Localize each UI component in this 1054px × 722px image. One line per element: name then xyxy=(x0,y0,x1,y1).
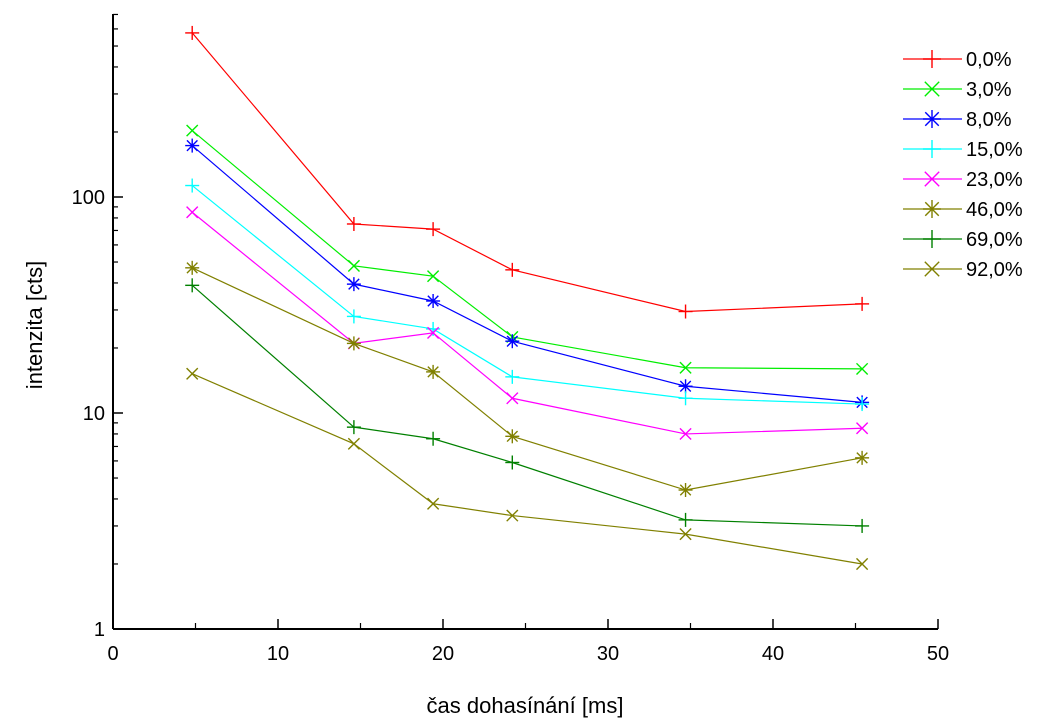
data-point xyxy=(426,294,441,309)
data-point xyxy=(427,326,440,339)
data-point xyxy=(186,124,199,137)
x-tick-label: 10 xyxy=(267,643,289,665)
data-point xyxy=(855,518,870,533)
legend-entry: 46,0% xyxy=(903,199,1023,221)
series-1 xyxy=(185,25,870,319)
data-point xyxy=(346,420,361,435)
data-point xyxy=(855,296,870,311)
data-point xyxy=(506,392,519,405)
series-8 xyxy=(186,367,869,571)
series-line xyxy=(191,145,863,403)
data-point xyxy=(185,25,200,40)
series-5 xyxy=(186,206,869,441)
data-point xyxy=(427,497,440,510)
legend-marker xyxy=(924,261,940,277)
legend-marker xyxy=(924,81,940,97)
data-point xyxy=(185,138,200,153)
legend-entry: 69,0% xyxy=(903,229,1023,251)
data-point xyxy=(505,334,520,349)
data-point xyxy=(855,397,870,412)
y-tick-label: 10 xyxy=(83,403,105,425)
data-point xyxy=(186,367,199,380)
data-point xyxy=(856,422,869,435)
data-point xyxy=(346,336,361,351)
data-point xyxy=(856,557,869,571)
data-point xyxy=(505,455,520,470)
x-tick-label: 50 xyxy=(927,643,949,665)
legend-label: 23,0% xyxy=(966,169,1023,191)
legend-label: 3,0% xyxy=(966,79,1012,101)
series-line xyxy=(191,211,863,435)
data-point xyxy=(856,362,869,376)
series-line xyxy=(191,32,863,313)
data-point xyxy=(186,206,199,219)
legend-entry: 0,0% xyxy=(903,49,1012,71)
data-point xyxy=(346,277,361,292)
data-point xyxy=(678,391,693,406)
series-line xyxy=(191,130,863,370)
series-line xyxy=(191,284,863,527)
data-point xyxy=(679,427,692,441)
data-point xyxy=(185,278,200,293)
legend-entry: 15,0% xyxy=(903,139,1023,161)
legend-marker xyxy=(923,110,941,128)
legend-label: 46,0% xyxy=(966,199,1023,221)
legend-label: 15,0% xyxy=(966,139,1023,161)
data-point xyxy=(427,270,440,283)
y-axis-title: intenzita [cts] xyxy=(22,261,47,389)
data-point xyxy=(185,178,200,193)
legend-entry: 23,0% xyxy=(903,169,1023,191)
y-tick-label: 1 xyxy=(94,619,105,641)
data-point xyxy=(506,509,519,522)
data-point xyxy=(347,259,360,272)
x-axis-title: čas dohasínání [ms] xyxy=(427,693,624,718)
data-point xyxy=(347,437,360,450)
axes: 0 10 20 30 40 50 1 10 100 xyxy=(72,13,949,665)
x-tick-label: 20 xyxy=(432,643,454,665)
y-tick-label: 100 xyxy=(72,187,105,209)
legend-marker xyxy=(923,50,941,68)
x-tick-label: 0 xyxy=(107,643,118,665)
series-4 xyxy=(185,178,870,412)
legend-entry: 92,0% xyxy=(903,259,1023,281)
data-point xyxy=(678,512,693,527)
series-3 xyxy=(185,138,870,410)
data-point xyxy=(346,216,361,231)
x-tick-label: 40 xyxy=(762,643,784,665)
legend-entry: 3,0% xyxy=(903,79,1012,101)
data-point xyxy=(678,483,693,498)
data-point xyxy=(679,361,692,374)
data-point xyxy=(346,309,361,324)
data-point xyxy=(426,364,441,379)
legend-marker xyxy=(924,171,940,187)
data-point xyxy=(185,260,200,275)
x-tick-label: 30 xyxy=(597,643,619,665)
data-point xyxy=(505,429,520,444)
data-point xyxy=(505,262,520,277)
series-2 xyxy=(186,124,869,376)
legend-label: 0,0% xyxy=(966,49,1012,71)
legend-label: 92,0% xyxy=(966,259,1023,281)
legend: 0,0% 3,0% 8,0% 15,0% 23,0% 46,0% 69,0% 92,0% xyxy=(903,49,1023,281)
legend-label: 8,0% xyxy=(966,109,1012,131)
series-layer xyxy=(185,25,870,571)
legend-marker xyxy=(923,230,941,248)
data-point xyxy=(505,369,520,384)
series-line xyxy=(191,267,863,491)
data-point xyxy=(855,450,870,465)
data-point xyxy=(678,304,693,319)
data-point xyxy=(426,431,441,446)
series-line xyxy=(191,185,863,405)
series-line xyxy=(191,373,863,565)
data-point xyxy=(679,528,692,541)
series-7 xyxy=(185,278,870,533)
legend-marker xyxy=(923,200,941,218)
legend-marker xyxy=(923,140,941,158)
legend-label: 69,0% xyxy=(966,229,1023,251)
data-point xyxy=(678,379,693,394)
series-6 xyxy=(185,260,870,498)
data-point xyxy=(426,222,441,237)
legend-entry: 8,0% xyxy=(903,109,1012,131)
